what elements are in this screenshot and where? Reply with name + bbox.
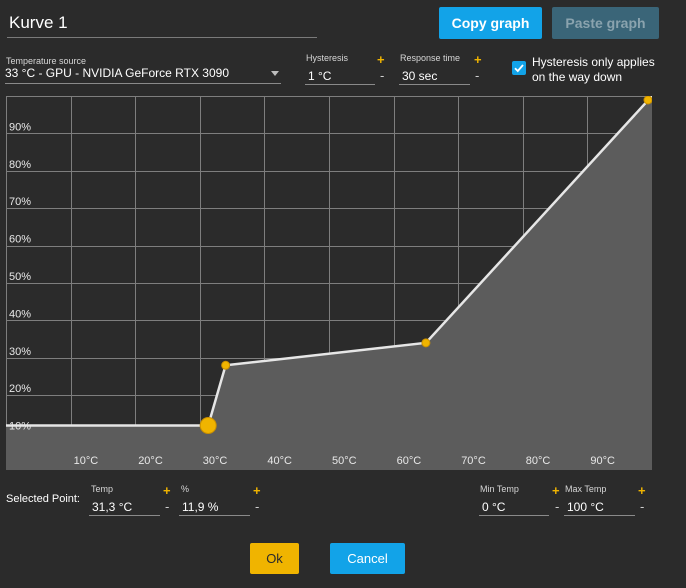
fan-curve-chart[interactable]: 10°C 20°C 30°C 40°C 50°C 60°C 70°C 80°C 90°C 10%…	[6, 96, 652, 470]
curve-handles[interactable]	[199, 96, 652, 434]
max-temp-field[interactable]: 100 °C	[564, 497, 635, 516]
selected-temp-value: 31,3 °C	[92, 500, 133, 514]
min-temp-value: 0 °C	[482, 500, 506, 514]
checkmark-icon	[514, 64, 524, 73]
chevron-down-icon	[271, 71, 279, 76]
x-axis-labels: 10°C 20°C 30°C 40°C 50°C 60°C 70°C 80°C 90°C	[74, 455, 615, 467]
selected-temp-label: Temp	[91, 484, 114, 494]
temperature-source-select[interactable]: 33 °C - GPU - NVIDIA GeForce RTX 3090	[5, 64, 281, 84]
selected-percent-increase-button[interactable]: +	[253, 483, 261, 498]
curve-area-fill	[6, 96, 652, 470]
hysteresis-field[interactable]: 1 °C	[305, 66, 375, 85]
curve-handle-selected[interactable]	[199, 416, 217, 434]
temperature-source-label: Temperature source	[6, 56, 87, 66]
selected-temp-increase-button[interactable]: +	[163, 483, 171, 498]
max-temp-decrease-button[interactable]: -	[640, 499, 645, 514]
x-tick-label: 50°C	[332, 455, 357, 467]
response-time-decrease-button[interactable]: -	[475, 68, 480, 83]
cancel-button[interactable]: Cancel	[330, 543, 405, 574]
selected-percent-field[interactable]: 11,9 %	[179, 497, 250, 516]
min-temp-label: Min Temp	[480, 484, 519, 494]
x-tick-label: 20°C	[138, 455, 163, 467]
hysteresis-increase-button[interactable]: +	[377, 52, 385, 67]
selected-percent-value: 11,9 %	[182, 500, 219, 514]
y-tick-label: 30%	[9, 346, 31, 358]
selected-temp-decrease-button[interactable]: -	[165, 499, 170, 514]
y-tick-label: 50%	[9, 271, 31, 283]
x-tick-label: 90°C	[590, 455, 615, 467]
x-tick-label: 10°C	[74, 455, 99, 467]
hysteresis-label: Hysteresis	[306, 53, 349, 63]
max-temp-value: 100 °C	[567, 500, 604, 514]
response-time-field[interactable]: 30 sec	[399, 66, 470, 85]
x-tick-label: 40°C	[267, 455, 292, 467]
x-tick-label: 70°C	[461, 455, 486, 467]
max-temp-increase-button[interactable]: +	[638, 483, 646, 498]
min-temp-increase-button[interactable]: +	[552, 483, 560, 498]
response-time-label: Response time	[400, 53, 461, 63]
y-tick-label: 60%	[9, 234, 31, 246]
selected-percent-label: %	[181, 484, 190, 494]
hysteresis-down-checkbox[interactable]	[512, 61, 526, 75]
curve-handle[interactable]	[643, 96, 652, 105]
hysteresis-value: 1 °C	[308, 69, 332, 83]
curve-name-input[interactable]	[7, 8, 317, 38]
ok-button[interactable]: Ok	[250, 543, 299, 574]
curve-handle[interactable]	[221, 360, 231, 370]
hysteresis-decrease-button[interactable]: -	[380, 68, 385, 83]
selected-temp-field[interactable]: 31,3 °C	[89, 497, 160, 516]
y-tick-label: 40%	[9, 308, 31, 320]
min-temp-field[interactable]: 0 °C	[479, 497, 549, 516]
copy-graph-button[interactable]: Copy graph	[439, 7, 542, 39]
selected-point-label: Selected Point:	[6, 493, 80, 505]
y-tick-label: 80%	[9, 159, 31, 171]
selected-percent-decrease-button[interactable]: -	[255, 499, 260, 514]
y-axis-labels: 10%20%30%40%50%60%70%80%90%	[9, 121, 31, 432]
y-tick-label: 90%	[9, 121, 31, 133]
temperature-source-value: 33 °C - GPU - NVIDIA GeForce RTX 3090	[5, 66, 229, 80]
paste-graph-button[interactable]: Paste graph	[552, 7, 659, 39]
hysteresis-down-checkbox-label: Hysteresis only applies on the way down	[532, 55, 655, 84]
y-tick-label: 20%	[9, 383, 31, 395]
max-temp-label: Max Temp	[565, 484, 607, 494]
response-time-increase-button[interactable]: +	[474, 52, 482, 67]
x-tick-label: 80°C	[526, 455, 551, 467]
curve-handle[interactable]	[421, 338, 431, 348]
y-tick-label: 70%	[9, 196, 31, 208]
response-time-value: 30 sec	[402, 69, 438, 83]
x-tick-label: 60°C	[397, 455, 422, 467]
x-tick-label: 30°C	[203, 455, 228, 467]
min-temp-decrease-button[interactable]: -	[555, 499, 560, 514]
